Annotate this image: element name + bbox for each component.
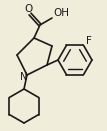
Text: O: O [25, 4, 33, 14]
Text: OH: OH [53, 8, 69, 18]
Text: N: N [20, 72, 28, 82]
Text: F: F [86, 36, 92, 46]
